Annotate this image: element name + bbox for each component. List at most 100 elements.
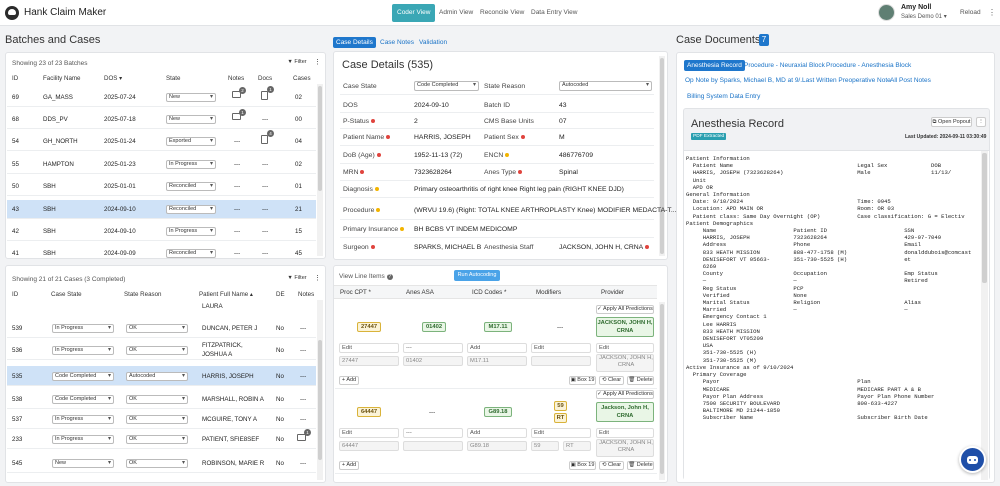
- case-state-select[interactable]: Code Completed: [414, 81, 479, 91]
- batch-state-select[interactable]: New: [166, 115, 216, 124]
- provider-chip[interactable]: JACKSON, JOHN H, CRNA: [596, 317, 654, 337]
- col-dos[interactable]: DOS ▾: [104, 75, 123, 82]
- col-facility[interactable]: Facility Name: [43, 75, 81, 82]
- edit-input[interactable]: Edit: [531, 428, 591, 438]
- cpt-code-chip[interactable]: 27447: [357, 322, 381, 332]
- batches-menu-icon[interactable]: ⋮: [314, 59, 321, 66]
- delete-button[interactable]: 🗑 Delete: [627, 376, 654, 385]
- col-case-id[interactable]: ID: [12, 291, 19, 298]
- clear-button[interactable]: ⟲ Clear: [599, 461, 624, 470]
- case-id[interactable]: 545: [12, 460, 23, 467]
- case-state-select[interactable]: Code Completed: [52, 395, 114, 404]
- batch-id[interactable]: 41: [12, 250, 19, 257]
- modifier-value-field[interactable]: 59: [531, 441, 559, 451]
- edit-input[interactable]: Add: [467, 343, 527, 353]
- col-icd-codes[interactable]: ICD Codes *: [472, 289, 507, 296]
- col-patient-name[interactable]: Patient Full Name ▴: [199, 291, 254, 298]
- batch-dos[interactable]: 2025-01-01: [104, 183, 136, 190]
- asa-value-field[interactable]: [403, 441, 463, 451]
- cases-scroll-track[interactable]: [317, 300, 323, 480]
- modifier-chip[interactable]: 59: [554, 401, 567, 411]
- batch-state-select[interactable]: Exported: [166, 137, 216, 146]
- batch-id[interactable]: 54: [12, 138, 19, 145]
- patient-name-line2[interactable]: JOSHUA A: [202, 351, 233, 358]
- state-reason-select[interactable]: Autocoded: [559, 81, 652, 91]
- cases-filter-button[interactable]: ▼ Filter: [284, 274, 310, 284]
- doc-tab-op-note[interactable]: Op Note by Sparks, Michael B, MD at 9/..…: [685, 77, 806, 84]
- details-scroll-track[interactable]: [659, 56, 665, 256]
- case-id[interactable]: 539: [12, 325, 23, 332]
- patient-name[interactable]: PATIENT, SFIE8SEF: [202, 436, 260, 443]
- batch-dos[interactable]: 2024-09-09: [104, 250, 136, 257]
- add-line-button[interactable]: + Add: [339, 461, 359, 470]
- batch-state-select[interactable]: Reconciled: [166, 249, 216, 258]
- provider-edit-input[interactable]: Edit: [596, 343, 654, 353]
- case-id[interactable]: 536: [12, 347, 23, 354]
- case-state-select[interactable]: New: [52, 459, 114, 468]
- batch-dos[interactable]: 2025-07-18: [104, 116, 136, 123]
- col-provider[interactable]: Provider: [601, 289, 625, 296]
- tab-validation[interactable]: Validation: [419, 39, 448, 46]
- notes-icon[interactable]: 2: [232, 87, 246, 98]
- nav-reconcile-view[interactable]: Reconcile View: [480, 9, 525, 16]
- case-id[interactable]: 535: [12, 373, 23, 380]
- box-19-button[interactable]: ▣ Box 19: [569, 461, 596, 470]
- modifier-chip[interactable]: RT: [554, 413, 567, 423]
- notes-icon[interactable]: 1: [232, 109, 246, 120]
- batch-state-select[interactable]: New: [166, 93, 216, 102]
- col-docs[interactable]: Docs: [258, 75, 273, 82]
- avatar[interactable]: [878, 4, 895, 21]
- case-state-select[interactable]: Code Completed: [52, 372, 114, 381]
- batch-facility[interactable]: SBH: [43, 183, 56, 190]
- icd-code-chip[interactable]: M17.11: [484, 322, 512, 332]
- edit-input[interactable]: Edit: [339, 428, 399, 438]
- batches-scrollbar[interactable]: [318, 86, 322, 191]
- doc-tab-all-post-notes[interactable]: All Post Notes: [890, 77, 931, 84]
- case-id[interactable]: 538: [12, 396, 23, 403]
- patient-name[interactable]: DUNCAN, PETER J: [202, 325, 258, 332]
- edit-input[interactable]: Add: [467, 428, 527, 438]
- apply-all-predictions-button[interactable]: ✓ Apply All Predictions: [596, 305, 654, 314]
- apply-all-predictions-button[interactable]: ✓ Apply All Predictions: [596, 390, 654, 399]
- document-text-area[interactable]: Patient Information Patient Name Legal S…: [684, 150, 989, 480]
- tab-case-notes[interactable]: Case Notes: [380, 39, 414, 46]
- batch-facility[interactable]: SBH: [43, 250, 56, 257]
- state-reason-select[interactable]: OK: [126, 459, 188, 468]
- batch-facility[interactable]: GA_MASS: [43, 94, 73, 101]
- case-id[interactable]: 233: [12, 436, 23, 443]
- provider-chip[interactable]: Jackson, John H, CRNA: [596, 402, 654, 422]
- doc-tab-preoperative-note[interactable]: Last Written Preoperative Note: [802, 77, 891, 84]
- doc-tab-billing-data-entry[interactable]: Billing System Data Entry: [687, 93, 761, 100]
- notes-icon[interactable]: 1: [297, 429, 311, 441]
- user-role-select[interactable]: Sales Demo 01 ▾: [901, 14, 947, 20]
- col-case-state[interactable]: Case State: [51, 291, 82, 298]
- modifier-value-field[interactable]: [531, 356, 591, 366]
- cases-menu-icon[interactable]: ⋮: [314, 275, 321, 282]
- nav-data-entry-view[interactable]: Data Entry View: [531, 9, 578, 16]
- assistant-bot-icon[interactable]: [959, 446, 986, 473]
- nav-admin-view[interactable]: Admin View: [439, 9, 474, 16]
- batch-id[interactable]: 42: [12, 228, 19, 235]
- line-items-scrollbar[interactable]: [660, 304, 664, 474]
- batch-facility[interactable]: HAMPTON: [43, 161, 74, 168]
- patient-name[interactable]: MCGUIRE, TONY A: [202, 416, 258, 423]
- batch-dos[interactable]: 2025-01-23: [104, 161, 136, 168]
- open-popout-button[interactable]: ⧉ Open Popout: [931, 117, 972, 127]
- document-icon[interactable]: 4: [261, 130, 274, 144]
- doc-tab-anesthesia-block[interactable]: Procedure - Anesthesia Block: [826, 62, 912, 69]
- batch-id[interactable]: 50: [12, 183, 19, 190]
- col-modifiers[interactable]: Modifiers: [536, 289, 562, 296]
- reload-link[interactable]: Reload: [960, 9, 981, 16]
- edit-input[interactable]: ---: [403, 343, 463, 353]
- add-line-button[interactable]: + Add: [339, 376, 359, 385]
- nav-coder-view[interactable]: Coder View: [392, 4, 436, 22]
- document-icon[interactable]: 1: [261, 86, 274, 100]
- document-scroll-track[interactable]: [981, 151, 988, 480]
- col-proc-cpt[interactable]: Proc CPT *: [340, 289, 371, 296]
- cpt-value-field[interactable]: 27447: [339, 356, 399, 366]
- details-scrollbar[interactable]: [660, 58, 664, 254]
- col-state-reason[interactable]: State Reason: [124, 291, 162, 298]
- cpt-value-field[interactable]: 64447: [339, 441, 399, 451]
- batch-id[interactable]: 43: [12, 206, 19, 213]
- document-scrollbar[interactable]: [982, 153, 987, 283]
